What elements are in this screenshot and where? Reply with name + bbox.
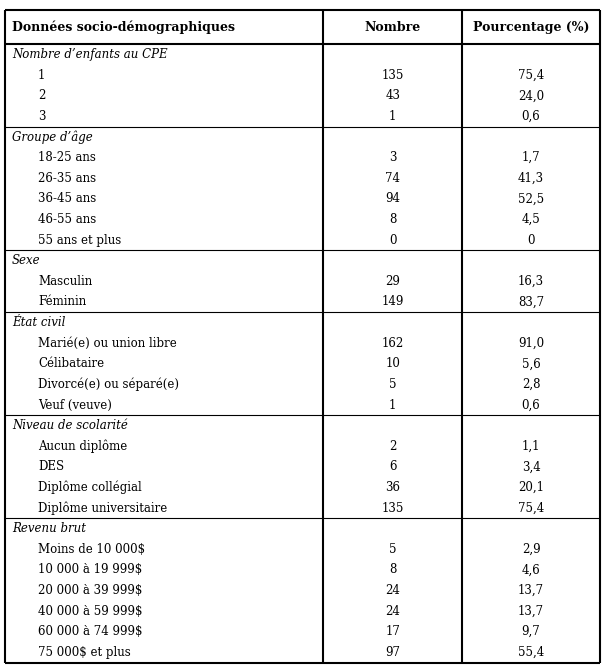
Text: 20 000 à 39 999$: 20 000 à 39 999$: [38, 584, 143, 597]
Text: 40 000 à 59 999$: 40 000 à 59 999$: [38, 605, 143, 618]
Text: 162: 162: [382, 337, 404, 350]
Text: 4,6: 4,6: [522, 563, 540, 576]
Text: 1: 1: [389, 110, 396, 123]
Text: 3,4: 3,4: [522, 460, 540, 474]
Text: 13,7: 13,7: [518, 605, 544, 618]
Text: 26-35 ans: 26-35 ans: [38, 172, 96, 185]
Text: Aucun diplôme: Aucun diplôme: [38, 440, 128, 453]
Text: 97: 97: [385, 646, 400, 659]
Text: 149: 149: [382, 295, 404, 309]
Text: Groupe d’âge: Groupe d’âge: [12, 130, 93, 144]
Text: 5,6: 5,6: [522, 357, 540, 370]
Text: 135: 135: [382, 502, 404, 514]
Text: 16,3: 16,3: [518, 275, 544, 288]
Text: 94: 94: [385, 192, 400, 206]
Text: 13,7: 13,7: [518, 584, 544, 597]
Text: 29: 29: [385, 275, 400, 288]
Text: 74: 74: [385, 172, 400, 185]
Text: 0: 0: [528, 234, 535, 246]
Text: 83,7: 83,7: [518, 295, 544, 309]
Text: 75 000$ et plus: 75 000$ et plus: [38, 646, 131, 659]
Text: 10: 10: [385, 357, 400, 370]
Text: Divorcé(e) ou séparé(e): Divorcé(e) ou séparé(e): [38, 377, 179, 391]
Text: Masculin: Masculin: [38, 275, 93, 288]
Text: Nombre d’enfants au CPE: Nombre d’enfants au CPE: [12, 48, 168, 61]
Text: 20,1: 20,1: [518, 481, 544, 494]
Text: 2,9: 2,9: [522, 543, 540, 556]
Text: 0,6: 0,6: [522, 110, 540, 123]
Text: Sexe: Sexe: [12, 255, 41, 267]
Text: 8: 8: [389, 563, 396, 576]
Text: 46-55 ans: 46-55 ans: [38, 213, 96, 226]
Text: 55 ans et plus: 55 ans et plus: [38, 234, 122, 246]
Text: 3: 3: [38, 110, 45, 123]
Text: 91,0: 91,0: [518, 337, 544, 350]
Text: 36: 36: [385, 481, 400, 494]
Text: Féminin: Féminin: [38, 295, 87, 309]
Text: 52,5: 52,5: [518, 192, 544, 206]
Text: Diplôme universitaire: Diplôme universitaire: [38, 502, 168, 515]
Text: Revenu brut: Revenu brut: [12, 522, 86, 535]
Text: 60 000 à 74 999$: 60 000 à 74 999$: [38, 625, 143, 638]
Text: 2,8: 2,8: [522, 378, 540, 391]
Text: 1,1: 1,1: [522, 440, 540, 453]
Text: Moins de 10 000$: Moins de 10 000$: [38, 543, 145, 556]
Text: 3: 3: [389, 151, 396, 164]
Text: Données socio-démographiques: Données socio-démographiques: [12, 21, 235, 34]
Text: Diplôme collégial: Diplôme collégial: [38, 481, 142, 494]
Text: Marié(e) ou union libre: Marié(e) ou union libre: [38, 337, 177, 350]
Text: 0: 0: [389, 234, 396, 246]
Text: État civil: État civil: [12, 316, 65, 329]
Text: 10 000 à 19 999$: 10 000 à 19 999$: [38, 563, 142, 576]
Text: 17: 17: [385, 625, 400, 638]
Text: 18-25 ans: 18-25 ans: [38, 151, 96, 164]
Text: 41,3: 41,3: [518, 172, 544, 185]
Text: 5: 5: [389, 543, 396, 556]
Text: 75,4: 75,4: [518, 502, 544, 514]
Text: 9,7: 9,7: [522, 625, 540, 638]
Text: 24,0: 24,0: [518, 90, 544, 102]
Text: Célibataire: Célibataire: [38, 357, 104, 370]
Text: 1,7: 1,7: [522, 151, 540, 164]
Text: Pourcentage (%): Pourcentage (%): [473, 21, 589, 33]
Text: 2: 2: [389, 440, 396, 453]
Text: DES: DES: [38, 460, 64, 474]
Text: 55,4: 55,4: [518, 646, 544, 659]
Text: 4,5: 4,5: [522, 213, 540, 226]
Text: 6: 6: [389, 460, 396, 474]
Text: 8: 8: [389, 213, 396, 226]
Text: 1: 1: [389, 399, 396, 411]
Text: 75,4: 75,4: [518, 69, 544, 81]
Text: Nombre: Nombre: [365, 21, 421, 33]
Text: 0,6: 0,6: [522, 399, 540, 411]
Text: 36-45 ans: 36-45 ans: [38, 192, 96, 206]
Text: 135: 135: [382, 69, 404, 81]
Text: 24: 24: [385, 584, 400, 597]
Text: 24: 24: [385, 605, 400, 618]
Text: 1: 1: [38, 69, 45, 81]
Text: 2: 2: [38, 90, 45, 102]
Text: 5: 5: [389, 378, 396, 391]
Text: Niveau de scolarité: Niveau de scolarité: [12, 419, 128, 432]
Text: Veuf (veuve): Veuf (veuve): [38, 399, 112, 411]
Text: 43: 43: [385, 90, 400, 102]
